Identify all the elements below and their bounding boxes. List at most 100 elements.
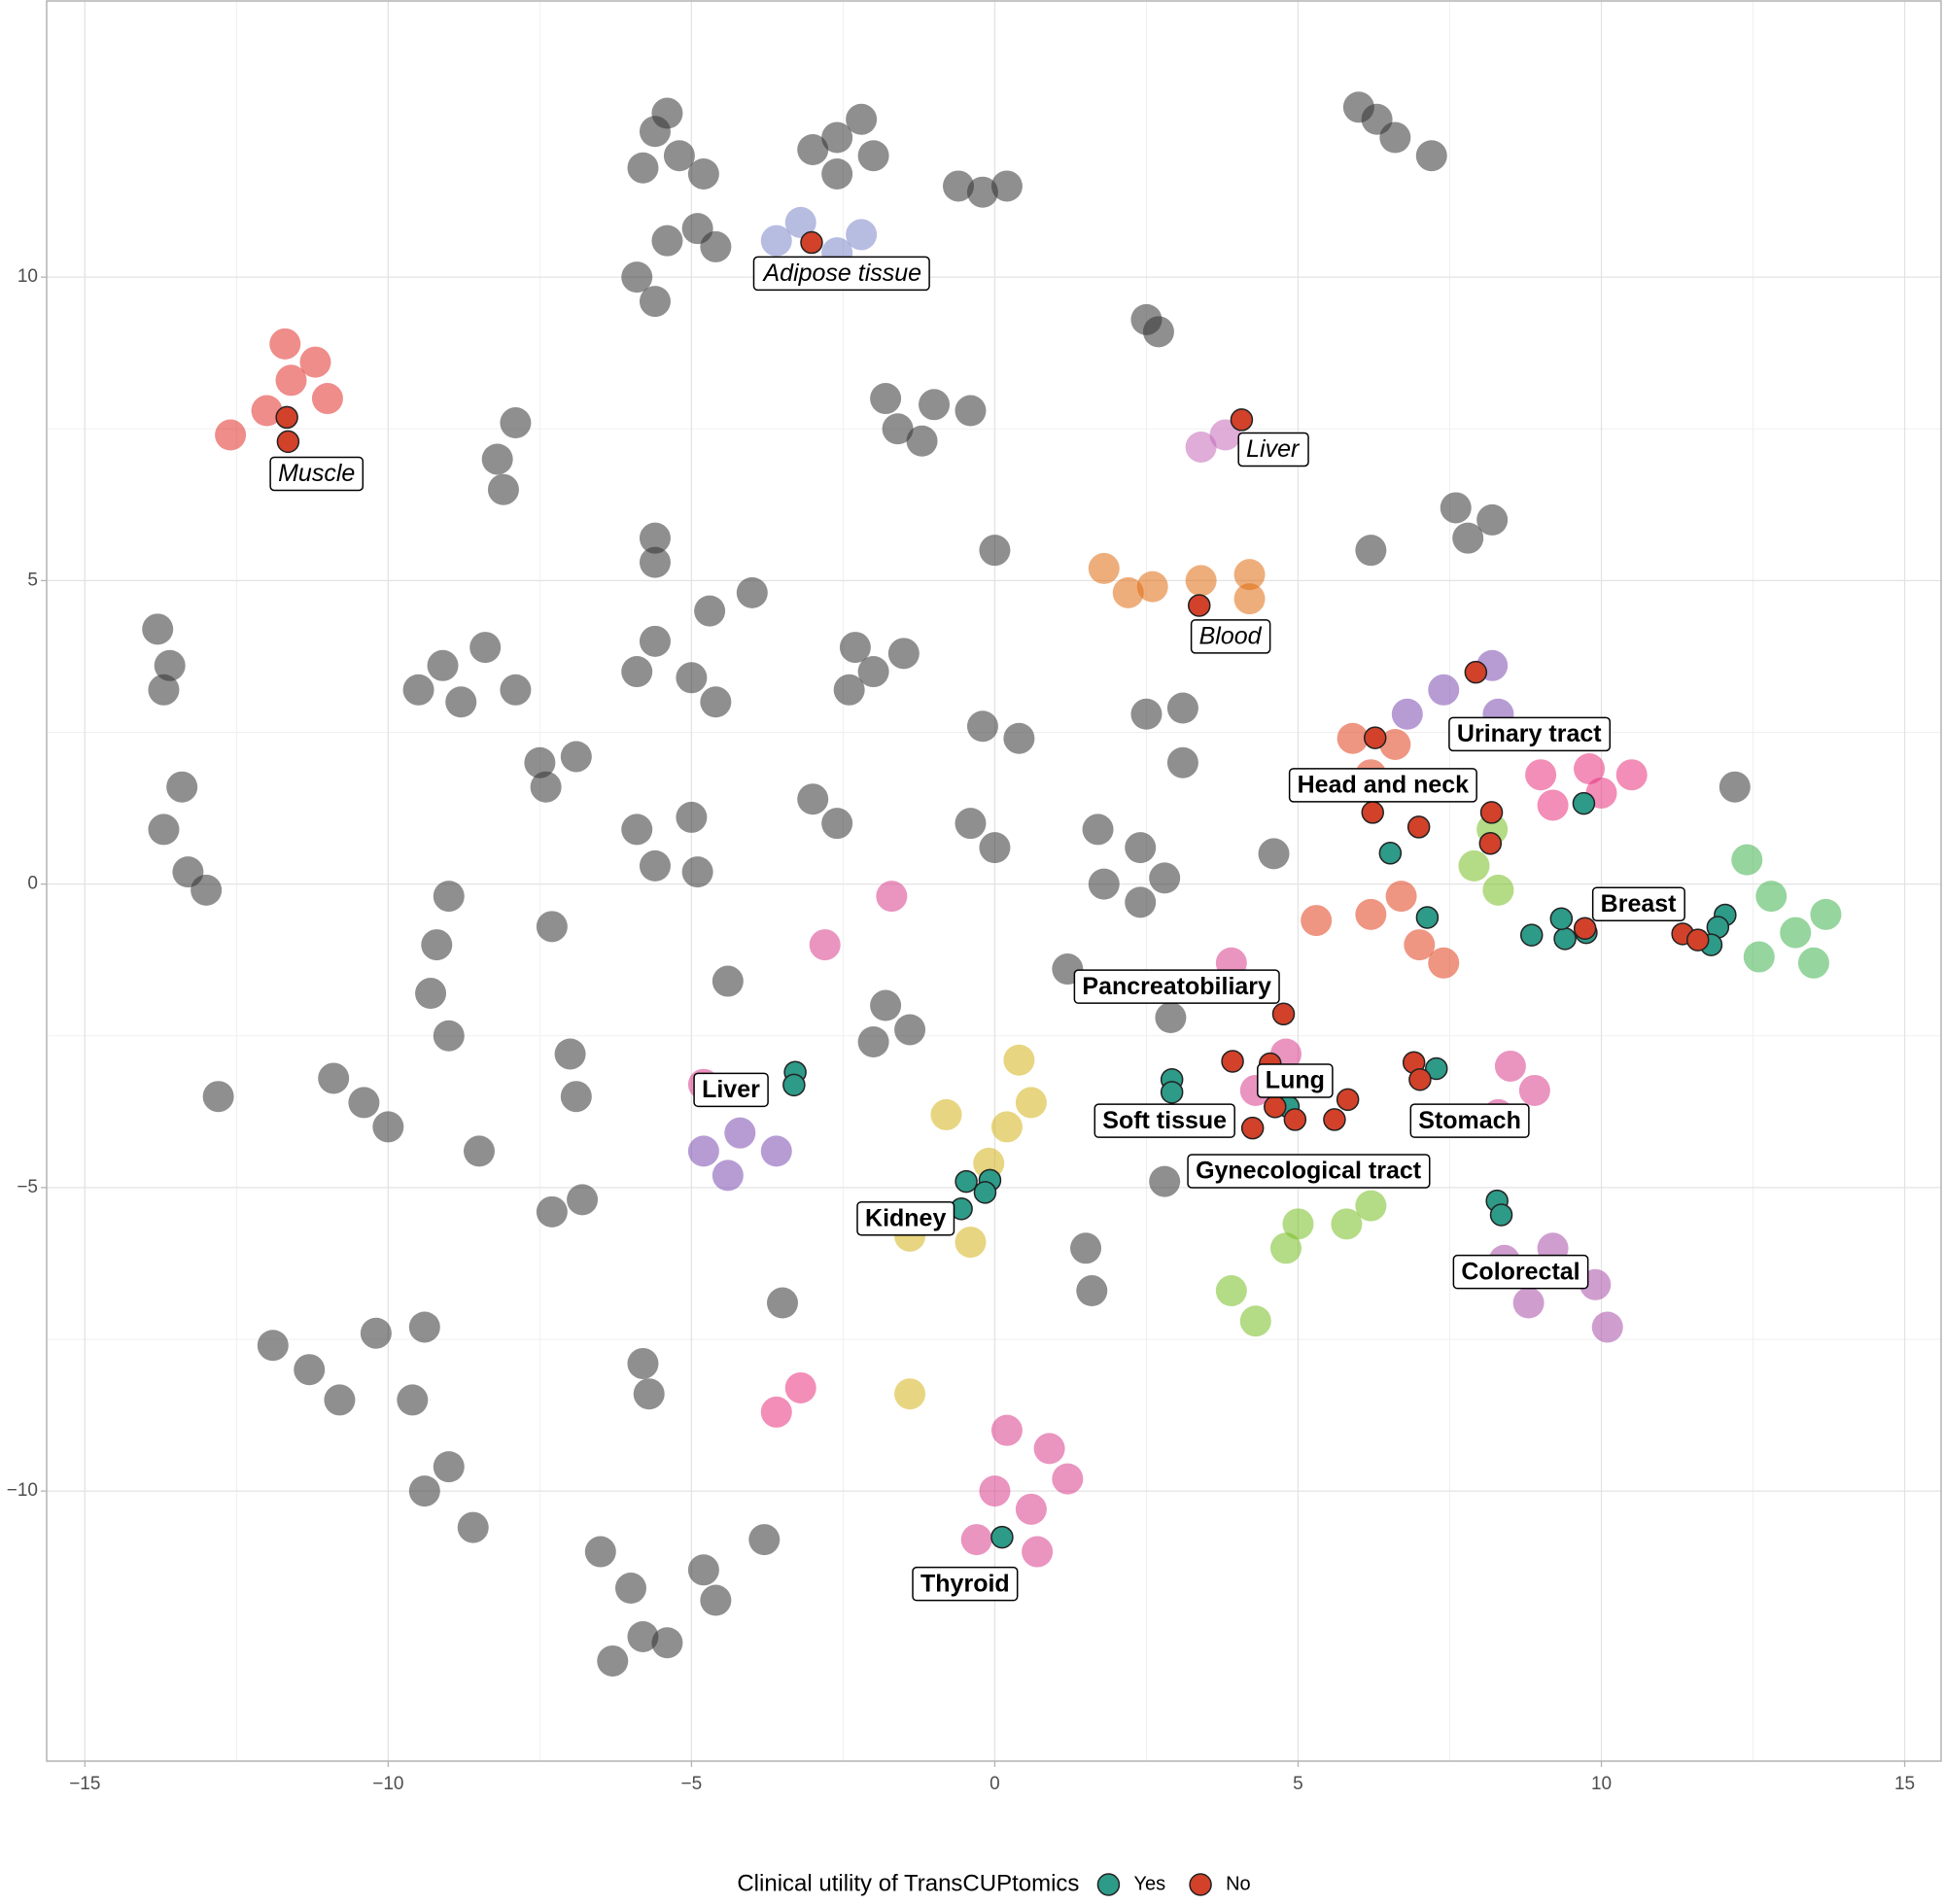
sample-point	[500, 407, 532, 439]
highlight-point	[1415, 906, 1440, 929]
sample-point	[1233, 559, 1266, 591]
annotation-box	[1452, 1254, 1589, 1290]
sample-point	[1755, 881, 1788, 913]
sample-point	[955, 808, 987, 840]
sample-point	[990, 1111, 1023, 1143]
panel-border	[46, 0, 1942, 1762]
sample-point	[627, 1347, 659, 1379]
sample-point	[1810, 898, 1842, 930]
sample-point	[536, 911, 568, 943]
sample-point	[960, 1524, 992, 1556]
annotation-box	[1073, 969, 1280, 1004]
sample-point	[1112, 576, 1144, 608]
sample-point	[639, 286, 671, 318]
sample-point	[1149, 862, 1181, 894]
sample-point	[809, 929, 841, 961]
sample-point	[433, 881, 465, 913]
sample-point	[1512, 1287, 1545, 1319]
sample-point	[1797, 947, 1829, 979]
annotation: Blood	[1190, 619, 1271, 654]
sample-point	[1142, 316, 1174, 348]
annotation-box	[1288, 768, 1477, 803]
sample-point	[1361, 103, 1393, 135]
sample-point	[821, 808, 853, 840]
sample-point	[930, 1098, 962, 1130]
annotation-label: Blood	[1199, 622, 1263, 649]
sample-point	[1136, 571, 1168, 603]
sample-point	[1022, 1536, 1054, 1568]
annotation-box	[1409, 1103, 1530, 1138]
sample-point	[870, 989, 902, 1021]
sample-point	[427, 649, 459, 681]
sample-point	[397, 1384, 429, 1416]
sample-point	[469, 632, 502, 664]
sample-point	[955, 395, 987, 427]
annotation: Stomach	[1409, 1103, 1530, 1138]
highlight-point	[1188, 594, 1211, 617]
annotation-label: Stomach	[1418, 1107, 1521, 1134]
sample-point	[269, 328, 301, 360]
annotation-label: Kidney	[865, 1204, 946, 1231]
sample-point	[1452, 522, 1484, 554]
annotation-label: Breast	[1601, 890, 1677, 917]
highlight-point	[973, 1181, 997, 1204]
sample-point	[857, 656, 889, 688]
legend-symbol	[1189, 1873, 1212, 1896]
sample-point	[1003, 722, 1035, 754]
sample-point	[1731, 844, 1763, 876]
plot-background	[47, 1, 1941, 1761]
sample-point	[457, 1511, 489, 1543]
sample-point	[500, 674, 532, 706]
sample-point	[294, 1354, 326, 1386]
highlight-point	[1549, 907, 1574, 930]
sample-point	[324, 1384, 356, 1416]
annotation-label: Urinary tract	[1457, 720, 1602, 747]
x-tick-label: −15	[69, 1774, 100, 1794]
highlight-point	[1283, 1108, 1307, 1131]
annotation-box	[1190, 619, 1271, 654]
sample-point	[621, 261, 653, 294]
sample-point	[833, 674, 865, 706]
sample-point	[554, 1038, 586, 1070]
annotation: Liver	[693, 1072, 769, 1108]
sample-point	[1185, 431, 1217, 463]
sample-point	[1282, 1208, 1314, 1240]
highlight-point	[1378, 842, 1403, 865]
sample-point	[1743, 941, 1775, 973]
sample-point	[1233, 583, 1266, 615]
annotation-label: Gynecological tract	[1196, 1158, 1422, 1185]
highlight-point	[1221, 1050, 1244, 1073]
sample-point	[1518, 1074, 1550, 1106]
sample-point	[651, 97, 683, 129]
sample-point	[942, 170, 974, 202]
annotation-label: Adipose tissue	[761, 260, 921, 287]
sample-point	[839, 632, 871, 664]
annotation-box	[1237, 432, 1309, 467]
annotation-label: Pancreatobiliary	[1082, 973, 1271, 1000]
highlight-point	[1464, 660, 1488, 684]
sample-point	[919, 389, 951, 421]
sample-point	[955, 1227, 987, 1259]
sample-point	[1301, 905, 1333, 937]
annotation: Head and neck	[1288, 768, 1477, 803]
annotation: Pancreatobiliary	[1073, 969, 1280, 1004]
sample-point	[748, 1524, 781, 1556]
highlight-point	[1271, 1002, 1296, 1026]
legend-label: Yes	[1133, 1873, 1165, 1894]
sample-point	[621, 656, 653, 688]
y-tick-label: 5	[27, 570, 38, 590]
sample-point	[1003, 1044, 1035, 1076]
highlight-point	[276, 430, 300, 454]
sample-point	[1015, 1087, 1047, 1119]
sample-point	[584, 1536, 616, 1568]
sample-point	[687, 1554, 719, 1586]
annotation-label: Thyroid	[920, 1570, 1010, 1597]
sample-point	[1125, 832, 1157, 864]
sample-point	[979, 1475, 1011, 1507]
y-tick-label: −5	[17, 1177, 38, 1197]
sample-point	[348, 1087, 380, 1119]
sample-point	[870, 383, 902, 415]
sample-point	[979, 832, 1011, 864]
sample-point	[402, 674, 434, 706]
annotation: Thyroid	[912, 1566, 1019, 1602]
